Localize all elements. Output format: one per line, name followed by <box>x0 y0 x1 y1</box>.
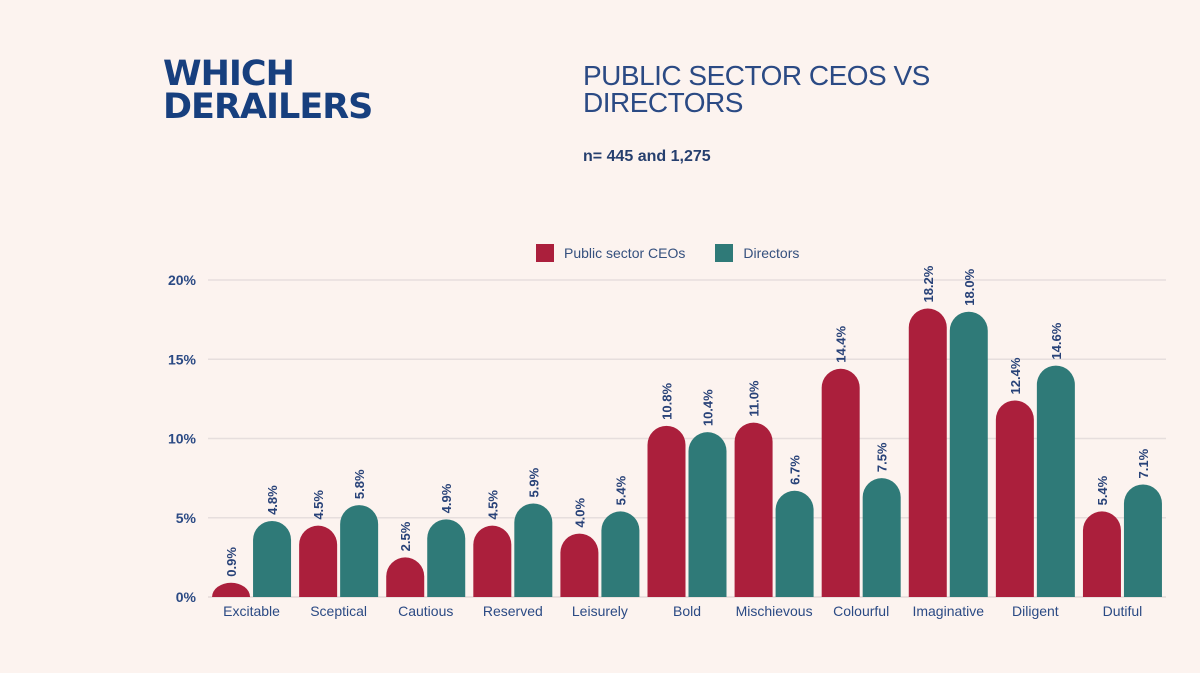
x-tick-label: Bold <box>673 603 701 619</box>
sample-size-note: n= 445 and 1,275 <box>583 148 711 165</box>
bar-directors <box>775 490 814 597</box>
bar-directors <box>949 311 988 597</box>
bar-ceos <box>560 533 599 597</box>
chart-title-line1: PUBLIC SECTOR CEOS VS <box>583 60 930 91</box>
main-title-line1: WHICH <box>163 54 295 94</box>
legend-swatch-directors <box>715 244 734 262</box>
bar-ceos <box>212 582 251 597</box>
data-label: 7.5% <box>875 442 890 472</box>
bar-ceos <box>734 422 773 597</box>
x-tick-label: Reserved <box>483 603 543 619</box>
bar-ceos <box>908 308 947 597</box>
data-label: 14.4% <box>834 325 849 362</box>
chart-title-line2: DIRECTORS <box>583 87 743 118</box>
data-label: 2.5% <box>398 521 413 551</box>
x-tick-label: Dutiful <box>1103 603 1143 619</box>
data-label: 4.0% <box>572 498 587 528</box>
data-label: 4.5% <box>485 490 500 520</box>
chart-title: PUBLIC SECTOR CEOS VS DIRECTORS <box>583 60 930 118</box>
legend-item-ceos: Public sector CEOs <box>536 244 685 262</box>
bar-ceos <box>821 368 860 597</box>
y-tick-label: 15% <box>168 351 197 367</box>
data-label: 5.9% <box>526 467 541 497</box>
bar-ceos <box>473 525 512 597</box>
data-label: 11.0% <box>747 380 762 417</box>
bar-ceos <box>647 425 686 597</box>
legend-item-directors: Directors <box>715 244 799 262</box>
main-title-line2: DERAILERS <box>163 87 373 127</box>
x-tick-label: Mischievous <box>736 603 813 619</box>
data-label: 4.9% <box>439 483 454 513</box>
bar-ceos <box>299 525 338 597</box>
bar-directors <box>601 511 640 597</box>
data-label: 18.2% <box>921 265 936 302</box>
bar-directors <box>688 432 727 597</box>
y-tick-label: 5% <box>176 510 197 526</box>
data-label: 14.6% <box>1049 322 1064 359</box>
x-tick-label: Cautious <box>398 603 453 619</box>
x-tick-label: Imaginative <box>912 603 984 619</box>
legend-label-ceos: Public sector CEOs <box>564 245 686 261</box>
legend: Public sector CEOs Directors <box>536 244 829 262</box>
data-label: 5.4% <box>613 475 628 505</box>
y-tick-label: 10% <box>168 431 197 447</box>
data-label: 6.7% <box>788 455 803 485</box>
data-label: 7.1% <box>1136 448 1151 478</box>
bar-ceos <box>386 557 425 597</box>
bar-directors <box>340 505 379 597</box>
x-tick-label: Diligent <box>1012 603 1059 619</box>
y-tick-label: 20% <box>168 272 197 288</box>
y-tick-label: 0% <box>176 589 197 605</box>
bar-directors <box>427 519 466 597</box>
data-label: 5.8% <box>352 469 367 499</box>
data-label: 10.8% <box>660 383 675 420</box>
data-label: 5.4% <box>1095 475 1110 505</box>
legend-swatch-ceos <box>536 244 554 262</box>
bar-directors <box>514 503 553 597</box>
x-tick-label: Sceptical <box>310 603 367 619</box>
data-label: 18.0% <box>962 268 977 305</box>
x-tick-label: Colourful <box>833 603 889 619</box>
legend-label-directors: Directors <box>743 245 800 261</box>
bar-directors <box>862 478 901 597</box>
data-label: 0.9% <box>224 547 239 577</box>
data-label: 12.4% <box>1008 357 1023 394</box>
bar-ceos <box>995 400 1034 597</box>
data-label: 4.5% <box>311 490 326 520</box>
data-label: 4.8% <box>265 485 280 515</box>
bar-ceos <box>1082 511 1121 597</box>
bar-directors <box>1123 484 1162 597</box>
x-tick-label: Excitable <box>223 603 280 619</box>
bar-directors <box>1036 365 1075 597</box>
bar-directors <box>253 520 292 597</box>
data-label: 10.4% <box>701 389 716 426</box>
x-tick-label: Leisurely <box>572 603 628 619</box>
main-title: WHICH DERAILERS <box>163 54 373 127</box>
